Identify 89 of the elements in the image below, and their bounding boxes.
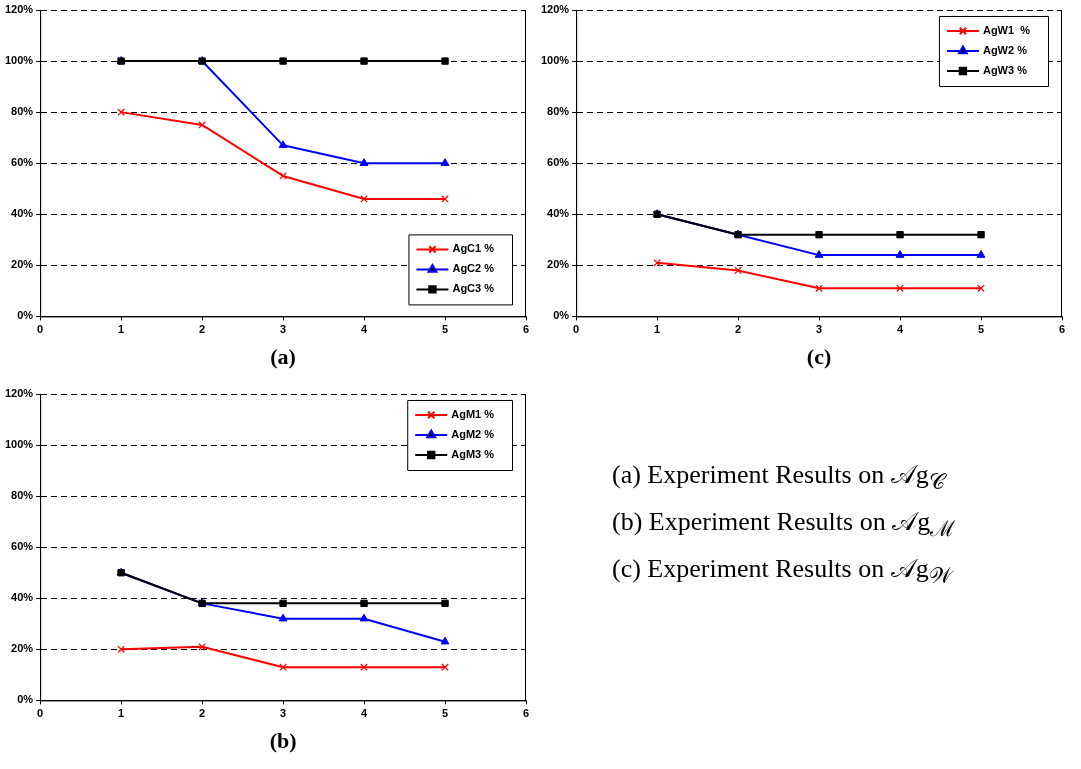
point — [977, 284, 985, 293]
y-tick-label: 60% — [11, 156, 34, 169]
x-tick-label: 5 — [977, 323, 985, 336]
point — [441, 57, 449, 65]
y-tick-label: 120% — [4, 387, 34, 400]
point — [359, 158, 369, 166]
x-axis-title: (a) — [270, 344, 296, 370]
x-axis-title: (b) — [269, 728, 297, 754]
point — [896, 231, 904, 239]
legend-label: AgM1 % — [451, 408, 495, 421]
y-tick-label: 100% — [4, 438, 34, 451]
legend-label: AgC3 % — [452, 282, 495, 295]
point — [279, 663, 287, 671]
y-tick-label: 80% — [11, 105, 34, 118]
x-tick-label: 2 — [199, 323, 206, 336]
x-tick-label: 1 — [654, 323, 661, 336]
y-tick-label: 80% — [11, 489, 34, 502]
point — [734, 266, 742, 275]
point — [117, 645, 125, 654]
point — [278, 140, 288, 149]
point — [977, 231, 985, 239]
point — [440, 636, 450, 645]
x-tick-label: 6 — [522, 707, 530, 720]
x-tick-label: 5 — [441, 323, 449, 336]
point — [360, 57, 368, 65]
point — [895, 250, 905, 258]
text: (b) Experiment Results on 𝒜g$_{ℳ}$ — [612, 506, 956, 544]
y-tick-label: 80% — [547, 105, 570, 118]
legend-label: AgM3 % — [451, 448, 495, 461]
point — [279, 172, 287, 180]
x-tick-label: 4 — [896, 323, 904, 336]
y-tick-label: 20% — [547, 258, 570, 271]
x-tick-label: 4 — [360, 323, 368, 336]
y-tick-label: 120% — [4, 3, 34, 16]
x-tick-label: 1 — [118, 323, 125, 336]
x-tick-label: 5 — [441, 707, 449, 720]
x-tick-label: 3 — [280, 323, 287, 336]
point — [976, 250, 986, 258]
y-tick-label: 40% — [11, 207, 34, 220]
legend-label: AgW1 % — [982, 24, 1031, 37]
point — [360, 599, 368, 608]
x-tick-label: 0 — [37, 323, 44, 336]
point — [653, 259, 661, 267]
x-tick-label: 4 — [360, 707, 368, 720]
x-tick-label: 6 — [522, 323, 530, 336]
point — [279, 599, 287, 608]
point — [278, 613, 288, 622]
point — [896, 284, 904, 293]
x-tick-label: 3 — [280, 707, 287, 720]
y-tick-label: 120% — [540, 3, 570, 16]
text: (c) Experiment Results on 𝒜g$_{𝒲}$ — [612, 553, 955, 591]
point — [440, 158, 450, 166]
y-tick-label: 100% — [4, 54, 34, 67]
y-tick-label: 60% — [11, 540, 34, 553]
point — [198, 121, 206, 129]
y-tick-label: 0% — [553, 309, 570, 322]
y-tick-label: 20% — [11, 258, 34, 271]
legend-label: AgW3 % — [982, 64, 1028, 77]
x-tick-label: 0 — [37, 707, 44, 720]
point — [441, 663, 449, 671]
point — [815, 284, 823, 293]
x-tick-label: 6 — [1058, 323, 1066, 336]
legend-label: AgC2 % — [452, 262, 495, 275]
point — [279, 57, 287, 65]
x-axis-title: (c) — [806, 344, 832, 370]
y-tick-label: 60% — [547, 156, 570, 169]
legend-label: AgM2 % — [451, 428, 495, 441]
point — [359, 613, 369, 622]
y-tick-label: 40% — [547, 207, 570, 220]
x-tick-label: 2 — [735, 323, 742, 336]
x-tick-label: 0 — [573, 323, 580, 336]
legend-label: AgC1 % — [452, 242, 495, 255]
point — [360, 195, 368, 203]
y-tick-label: 0% — [17, 693, 34, 706]
point — [198, 643, 206, 651]
y-tick-label: 40% — [11, 591, 34, 604]
point — [814, 250, 824, 258]
legend-label: AgW2 % — [982, 44, 1028, 57]
point — [441, 195, 449, 203]
y-tick-label: 20% — [11, 642, 34, 655]
point — [360, 663, 368, 671]
x-tick-label: 2 — [199, 707, 206, 720]
y-tick-label: 100% — [540, 54, 570, 67]
x-tick-label: 3 — [816, 323, 823, 336]
x-tick-label: 1 — [118, 707, 125, 720]
y-tick-label: 0% — [17, 309, 34, 322]
text: (a) Experiment Results on 𝒜g$_{𝒞}$ — [612, 459, 948, 497]
point — [815, 231, 823, 239]
point — [441, 599, 449, 608]
